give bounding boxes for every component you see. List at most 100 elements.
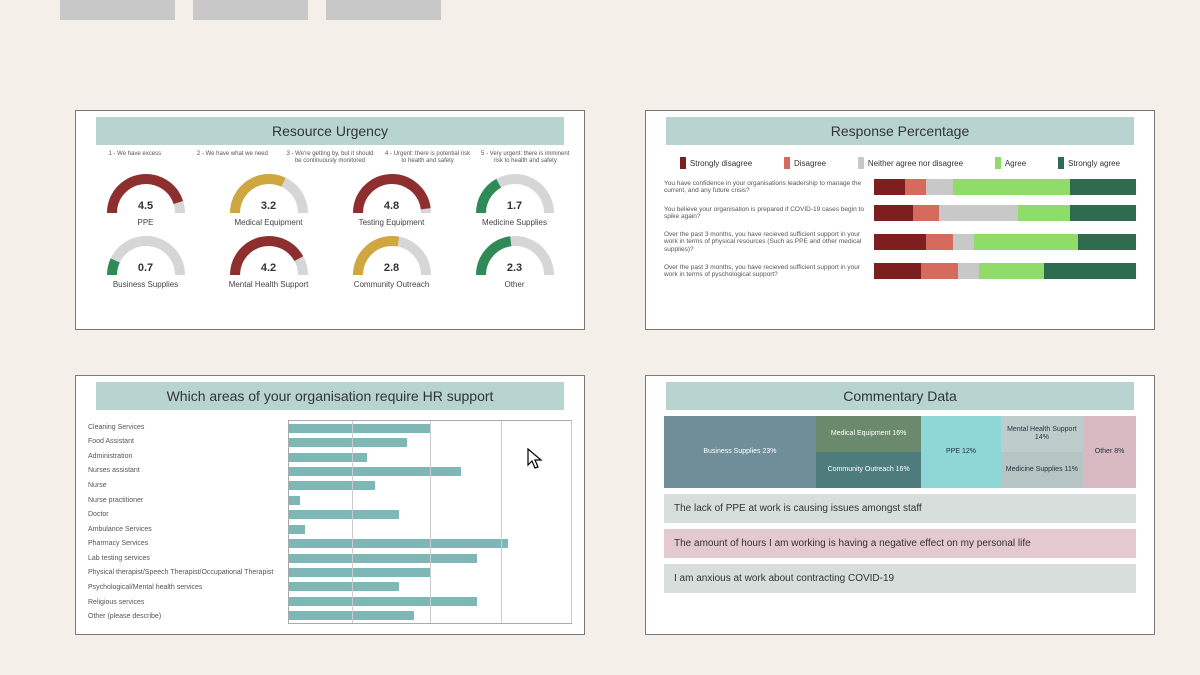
- bar-segment: [874, 263, 921, 279]
- treemap-cell: Community Outreach 16%: [816, 452, 922, 488]
- bar-segment: [939, 205, 1018, 221]
- bar-segment: [1070, 205, 1136, 221]
- panel-title: Resource Urgency: [96, 117, 564, 145]
- gridline: [571, 421, 572, 623]
- hr-row-label: Lab testing services: [88, 555, 288, 562]
- legend-item: Neither agree nor disagree: [858, 157, 963, 169]
- treemap-cell: Medicine Supplies 11%: [1001, 452, 1084, 488]
- gridline: [430, 421, 431, 623]
- treemap-cell: Mental Health Support 14%: [1001, 416, 1084, 452]
- legend-item: Strongly disagree: [680, 157, 752, 169]
- gauge: 3.2 Medical Equipment: [209, 168, 328, 228]
- gridline: [352, 421, 353, 623]
- bar-segment: [926, 234, 952, 250]
- bar-segment: [974, 234, 1079, 250]
- response-row: Over the past 3 months, you have recieve…: [664, 231, 1136, 253]
- hr-bar: [289, 438, 407, 447]
- hr-row-label: Nurse: [88, 482, 288, 489]
- gauge-label: Mental Health Support: [209, 281, 328, 290]
- response-question: You have confidence in your organisation…: [664, 180, 874, 195]
- panel-title: Response Percentage: [666, 117, 1134, 145]
- gauge-value: 3.2: [224, 200, 314, 212]
- urgency-legend-item: 2 - We have what we need: [187, 151, 277, 164]
- hr-row-label: Nurses assistant: [88, 467, 288, 474]
- tab-placeholder[interactable]: [193, 0, 308, 20]
- gauge-value: 2.8: [347, 262, 437, 274]
- urgency-legend-item: 3 - We're getting by, but it should be c…: [285, 151, 375, 164]
- treemap: Business Supplies 23%Medical Equipment 1…: [664, 416, 1136, 488]
- bar-segment: [921, 263, 958, 279]
- comment-item: The lack of PPE at work is causing issue…: [664, 494, 1136, 523]
- response-row: You believe your organisation is prepare…: [664, 205, 1136, 221]
- stacked-bar: [874, 179, 1136, 195]
- hr-bar: [289, 424, 430, 433]
- hr-row-label: Religious services: [88, 599, 288, 606]
- gauge: 2.3 Other: [455, 230, 574, 290]
- gauge: 1.7 Medicine Supplies: [455, 168, 574, 228]
- bar-segment: [874, 179, 905, 195]
- hr-row-label: Doctor: [88, 511, 288, 518]
- gauge-value: 2.3: [470, 262, 560, 274]
- stacked-bar: [874, 234, 1136, 250]
- bar-segment: [1018, 205, 1070, 221]
- stacked-bar: [874, 263, 1136, 279]
- response-legend: Strongly disagree Disagree Neither agree n…: [646, 149, 1154, 175]
- gauge-value: 1.7: [470, 200, 560, 212]
- bar-segment: [874, 205, 913, 221]
- gauge-value: 0.7: [101, 262, 191, 274]
- hr-row-label: Psychological/Mental health services: [88, 584, 288, 591]
- hr-row-label: Food Assistant: [88, 438, 288, 445]
- response-question: Over the past 3 months, you have recieve…: [664, 231, 874, 253]
- gauge: 2.8 Community Outreach: [332, 230, 451, 290]
- gauge-label: Medicine Supplies: [455, 219, 574, 228]
- hr-row-label: Administration: [88, 453, 288, 460]
- hr-labels: Cleaning ServicesFood AssistantAdministr…: [88, 420, 288, 624]
- gauge: 4.8Testing Equipment: [332, 168, 451, 228]
- bar-segment: [1078, 234, 1136, 250]
- hr-bar: [289, 525, 305, 534]
- hr-row-label: Nurse practitioner: [88, 497, 288, 504]
- bar-segment: [953, 179, 1071, 195]
- urgency-legend: 1 - We have excess 2 - We have what we ne…: [76, 149, 584, 168]
- hr-bar: [289, 597, 477, 606]
- hr-chart: [288, 420, 572, 624]
- gauge-value: 4.2: [224, 262, 314, 274]
- comments-list: The lack of PPE at work is causing issue…: [664, 494, 1136, 593]
- comment-item: I am anxious at work about contracting C…: [664, 564, 1136, 593]
- bar-segment: [874, 234, 926, 250]
- treemap-cell: Other 8%: [1083, 416, 1136, 488]
- response-row: You have confidence in your organisation…: [664, 179, 1136, 195]
- bar-segment: [1044, 263, 1136, 279]
- bar-segment: [979, 263, 1045, 279]
- treemap-cell: PPE 12%: [921, 416, 1000, 488]
- bar-segment: [926, 179, 952, 195]
- hr-bar: [289, 568, 430, 577]
- urgency-legend-item: 1 - We have excess: [90, 151, 180, 164]
- top-tabs: [0, 0, 1200, 20]
- panel-hr-support: Which areas of your organisation require…: [75, 375, 585, 635]
- urgency-legend-item: 4 - Urgent: there is potential risk to h…: [383, 151, 473, 164]
- gauge-label: Medical Equipment: [209, 219, 328, 228]
- response-question: You believe your organisation is prepare…: [664, 206, 874, 221]
- bar-segment: [905, 179, 926, 195]
- bar-segment: [1070, 179, 1136, 195]
- legend-item: Agree: [995, 157, 1026, 169]
- stacked-bar: [874, 205, 1136, 221]
- response-rows: You have confidence in your organisation…: [646, 175, 1154, 293]
- gauge-label: Community Outreach: [332, 281, 451, 290]
- tab-placeholder[interactable]: [326, 0, 441, 20]
- legend-item: Disagree: [784, 157, 826, 169]
- gauge: 0.7Business Supplies: [86, 230, 205, 290]
- gauge: 4.2 Mental Health Support: [209, 230, 328, 290]
- gauge-label: Other: [455, 281, 574, 290]
- panel-resource-urgency: Resource Urgency 1 - We have excess 2 - W…: [75, 110, 585, 330]
- gauge: 4.5PPE: [86, 168, 205, 228]
- gauge-label: Testing Equipment: [332, 219, 451, 228]
- tab-placeholder[interactable]: [60, 0, 175, 20]
- hr-bar: [289, 496, 300, 505]
- bar-segment: [953, 234, 974, 250]
- hr-row-label: Pharmacy Services: [88, 540, 288, 547]
- panel-title: Commentary Data: [666, 382, 1134, 410]
- gauges-grid: 4.5PPE 3.2 Medical Equipment 4.8Testing E…: [76, 168, 584, 296]
- bar-segment: [958, 263, 979, 279]
